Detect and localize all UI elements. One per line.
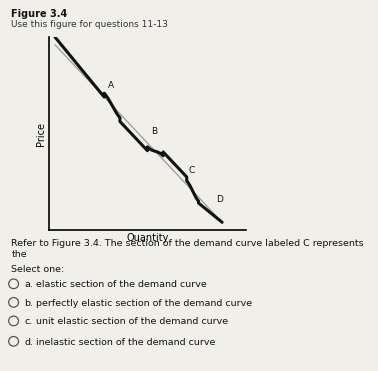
Text: B: B <box>151 127 158 135</box>
Text: A: A <box>108 81 114 90</box>
Text: C: C <box>189 166 195 175</box>
Text: Use this figure for questions 11-13: Use this figure for questions 11-13 <box>11 20 168 29</box>
X-axis label: Quantity: Quantity <box>126 233 169 243</box>
Text: a.: a. <box>25 280 33 289</box>
Text: d.: d. <box>25 338 34 347</box>
Text: unit elastic section of the demand curve: unit elastic section of the demand curve <box>36 317 228 326</box>
Y-axis label: Price: Price <box>36 122 46 145</box>
Text: c.: c. <box>25 317 33 326</box>
Text: inelastic section of the demand curve: inelastic section of the demand curve <box>36 338 215 347</box>
Text: Refer to Figure 3.4. The section of the demand curve labeled C represents the: Refer to Figure 3.4. The section of the … <box>11 239 364 259</box>
Text: Select one:: Select one: <box>11 265 65 274</box>
Text: perfectly elastic section of the demand curve: perfectly elastic section of the demand … <box>36 299 252 308</box>
Text: Figure 3.4: Figure 3.4 <box>11 9 68 19</box>
Text: elastic section of the demand curve: elastic section of the demand curve <box>36 280 207 289</box>
Text: b.: b. <box>25 299 34 308</box>
Text: D: D <box>216 196 223 204</box>
